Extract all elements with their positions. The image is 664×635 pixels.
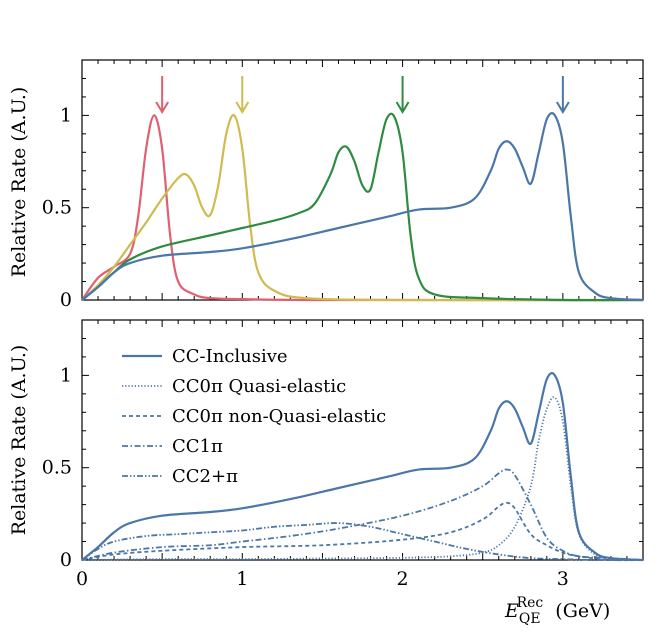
- y-tick-label: 0.5: [42, 457, 72, 479]
- y-tick-label: 0: [60, 289, 72, 311]
- energy-arrow: [155, 76, 170, 114]
- top-panel-series: [81, 112, 644, 302]
- bottom-y-axis-label: Relative Rate (A.U.): [8, 345, 30, 536]
- legend: CC-Inclusive CC0π Quasi-elastic CC0π non-Q…: [122, 346, 386, 487]
- series-line-2-gev: [81, 112, 644, 302]
- series-line-0-5-gev: [81, 114, 644, 302]
- legend-item: CC1π: [122, 436, 223, 457]
- y-tick-label: 1: [60, 364, 72, 386]
- series-line-cc0-quasi-elastic: [81, 396, 644, 561]
- legend-label: CC0π Quasi-elastic: [172, 376, 346, 397]
- x-axis-label: EQERec (GeV): [504, 595, 610, 627]
- bottom-panel-frame: [81, 319, 644, 561]
- legend-label: CC-Inclusive: [172, 346, 288, 367]
- bottom-panel-ticks: [81, 319, 644, 561]
- x-tick-label: 0: [76, 568, 88, 590]
- series-line-cc0-non-quasi-elastic: [81, 501, 644, 562]
- y-tick-label: 0: [60, 549, 72, 571]
- legend-item: CC0π non-Quasi-elastic: [122, 406, 386, 427]
- bottom-panel-series: [81, 372, 644, 562]
- x-tick-label: 3: [557, 568, 569, 590]
- legend-item: CC2+π: [122, 466, 238, 487]
- bottom-panel-xtick-labels: 0 1 2 3: [76, 568, 569, 590]
- legend-label: CC1π: [172, 436, 223, 457]
- legend-label: CC2+π: [172, 466, 238, 487]
- top-y-axis-label: Relative Rate (A.U.): [8, 87, 30, 278]
- top-panel-ytick-labels: 00.51: [42, 104, 72, 311]
- legend-label: CC0π non-Quasi-elastic: [172, 406, 386, 427]
- svg-text:EQERec (GeV): EQERec (GeV): [504, 595, 610, 627]
- energy-arrow: [395, 76, 410, 114]
- y-tick-label: 1: [60, 104, 72, 126]
- y-tick-label: 0.5: [42, 197, 72, 219]
- legend-item: CC-Inclusive: [122, 346, 288, 367]
- energy-arrow: [555, 76, 570, 114]
- series-line-1-gev: [81, 113, 644, 302]
- top-panel-arrows: [155, 76, 570, 114]
- series-line-cc-inclusive: [81, 372, 644, 562]
- x-tick-label: 2: [397, 568, 409, 590]
- series-line-cc2-: [81, 522, 644, 561]
- top-panel: 00.51 Relative Rate (A.U.): [8, 59, 644, 311]
- series-line-3-gev: [81, 112, 644, 302]
- energy-arrow: [235, 76, 250, 114]
- x-tick-label: 1: [236, 568, 248, 590]
- series-line-cc1-: [81, 468, 644, 561]
- legend-item: CC0π Quasi-elastic: [122, 376, 346, 397]
- bottom-panel-ytick-labels: 00.51: [42, 364, 72, 571]
